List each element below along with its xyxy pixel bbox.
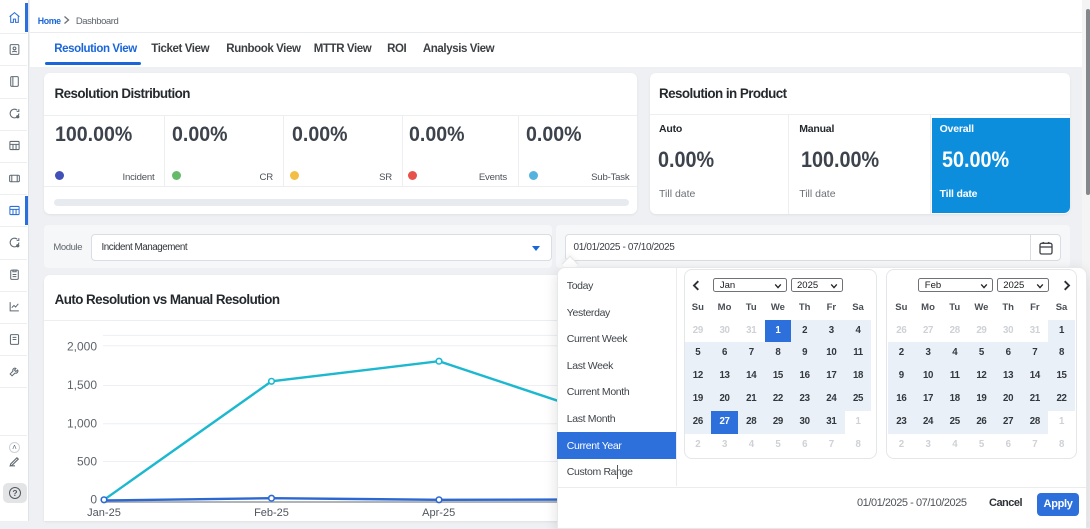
svg-text:2,000: 2,000 xyxy=(67,340,97,354)
svg-text:500: 500 xyxy=(77,454,97,468)
svg-text:1,500: 1,500 xyxy=(67,378,97,392)
svg-text:Apr-25: Apr-25 xyxy=(422,507,455,519)
svg-text:Jan-25: Jan-25 xyxy=(87,507,121,519)
svg-text:Feb-25: Feb-25 xyxy=(254,507,289,519)
svg-text:0: 0 xyxy=(90,493,97,507)
svg-text:1,000: 1,000 xyxy=(67,417,97,431)
